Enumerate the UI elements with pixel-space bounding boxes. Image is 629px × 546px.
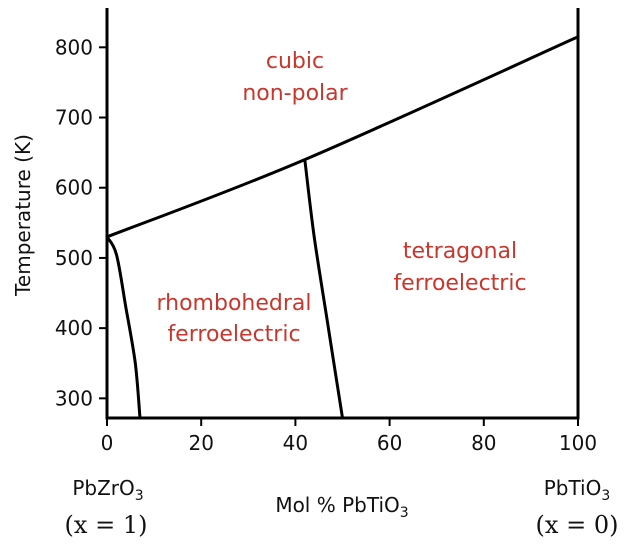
curve-cubic-transition: [106, 35, 579, 239]
y-tick-label: 600: [55, 176, 93, 200]
x-tick-label: 0: [101, 431, 114, 455]
y-tick-label: 500: [55, 246, 93, 270]
x-axis-label: Mol % PbTiO3: [275, 493, 408, 521]
svg-text:ferroelectric: ferroelectric: [393, 271, 526, 296]
x-tick-label: 60: [377, 431, 402, 455]
region-label-rhombohedral: rhombohedral ferroelectric: [157, 291, 312, 347]
x-tick-label: 100: [559, 431, 597, 455]
svg-text:rhombohedral: rhombohedral: [157, 291, 312, 316]
axes: [105, 8, 580, 420]
left-end-label: PbZrO3 (x = 1): [65, 476, 148, 539]
y-tick-label: 400: [55, 316, 93, 340]
region-label-tetragonal: tetragonal ferroelectric: [393, 239, 526, 296]
svg-text:PbZrO3: PbZrO3: [72, 476, 143, 504]
svg-text:(x = 1): (x = 1): [65, 511, 148, 539]
svg-text:ferroelectric: ferroelectric: [167, 322, 300, 347]
x-tick-label: 20: [188, 431, 213, 455]
curve-rhombohedral-low-boundary: [105, 236, 142, 419]
svg-text:tetragonal: tetragonal: [403, 239, 517, 264]
right-end-label: PbTiO3 (x = 0): [536, 476, 619, 539]
curve-morphotropic-boundary: [303, 159, 344, 419]
x-tick-label: 40: [283, 431, 308, 455]
x-tick-label: 80: [471, 431, 496, 455]
svg-text:PbTiO3: PbTiO3: [544, 476, 611, 504]
svg-text:(x = 0): (x = 0): [536, 511, 619, 539]
region-label-cubic: cubic non-polar: [242, 49, 348, 106]
y-tick-label: 700: [55, 106, 93, 130]
ticks: 0 20 40 60 80 100 300 400 500 600 700 800: [55, 35, 597, 455]
y-tick-label: 800: [55, 35, 93, 59]
y-tick-label: 300: [55, 386, 93, 410]
y-axis-label: Temperature (K): [11, 134, 35, 297]
svg-text:cubic: cubic: [266, 49, 324, 74]
phase-boundaries: [105, 35, 579, 419]
svg-text:non-polar: non-polar: [242, 81, 348, 106]
